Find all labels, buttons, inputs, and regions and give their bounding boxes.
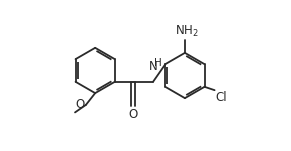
Text: Cl: Cl <box>215 91 227 104</box>
Text: NH$_2$: NH$_2$ <box>175 24 198 39</box>
Text: N: N <box>149 59 157 73</box>
Text: O: O <box>128 108 138 121</box>
Text: H: H <box>154 58 162 68</box>
Text: O: O <box>75 98 85 111</box>
